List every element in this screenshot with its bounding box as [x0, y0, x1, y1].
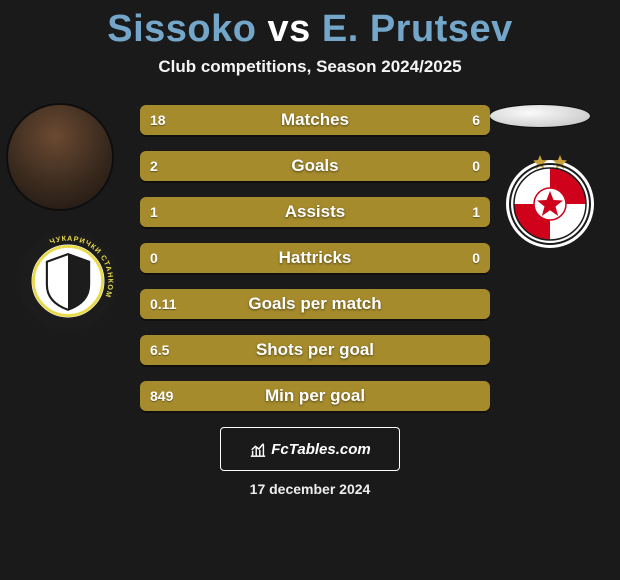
- stat-label: Shots per goal: [140, 340, 490, 360]
- stat-left-value: 1: [150, 204, 158, 220]
- stat-row: 6.5Shots per goal: [140, 335, 490, 365]
- stat-left-value: 0: [150, 250, 158, 266]
- page-title: Sissoko vs E. Prutsev: [0, 0, 620, 51]
- stat-right-value: 0: [472, 158, 480, 174]
- stat-left-value: 6.5: [150, 342, 169, 358]
- title-vs: vs: [268, 8, 311, 50]
- subtitle: Club competitions, Season 2024/2025: [0, 57, 620, 77]
- player-left-avatar: [8, 105, 112, 209]
- site-badge[interactable]: FcTables.com: [220, 427, 400, 471]
- stat-right-value: 6: [472, 112, 480, 128]
- stat-label: Goals per match: [140, 294, 490, 314]
- stat-row: 849Min per goal: [140, 381, 490, 411]
- club-badge-right-svg: [500, 149, 600, 249]
- player-right-avatar: [490, 105, 590, 127]
- stat-label: Hattricks: [140, 248, 490, 268]
- stats-table: 18Matches62Goals01Assists10Hattricks00.1…: [140, 105, 490, 411]
- stat-label: Goals: [140, 156, 490, 176]
- title-player-left: Sissoko: [107, 8, 256, 50]
- stat-row: 0Hattricks0: [140, 243, 490, 273]
- club-badge-right: [500, 149, 600, 249]
- title-player-right: E. Prutsev: [322, 8, 513, 50]
- stat-label: Min per goal: [140, 386, 490, 406]
- stat-left-value: 18: [150, 112, 166, 128]
- stat-row: 0.11Goals per match: [140, 289, 490, 319]
- stat-row: 18Matches6: [140, 105, 490, 135]
- stat-right-value: 0: [472, 250, 480, 266]
- stat-right-value: 1: [472, 204, 480, 220]
- stat-left-value: 849: [150, 388, 173, 404]
- comparison-arena: ЧУКАРИЧКИ СТАНКОМ: [0, 105, 620, 411]
- stat-label: Matches: [140, 110, 490, 130]
- stat-row: 2Goals0: [140, 151, 490, 181]
- chart-icon: [249, 440, 267, 458]
- club-badge-left-svg: ЧУКАРИЧКИ СТАНКОМ: [20, 233, 116, 329]
- stat-left-value: 0.11: [150, 296, 176, 312]
- stat-row: 1Assists1: [140, 197, 490, 227]
- stat-left-value: 2: [150, 158, 158, 174]
- club-badge-left: ЧУКАРИЧКИ СТАНКОМ: [20, 233, 116, 329]
- stat-label: Assists: [140, 202, 490, 222]
- footer-date: 17 december 2024: [0, 481, 620, 497]
- site-label: FcTables.com: [271, 441, 370, 458]
